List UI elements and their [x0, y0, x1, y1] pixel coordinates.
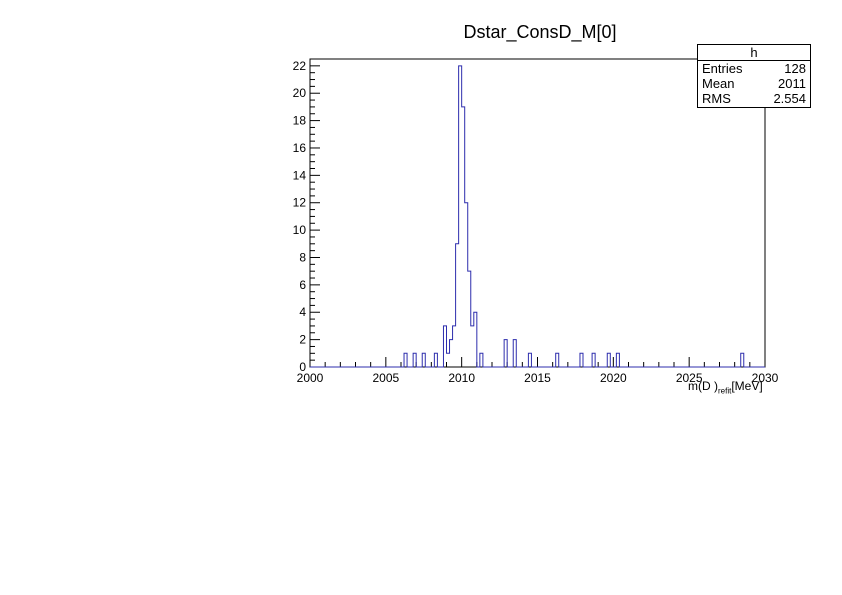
y-tick-label: 12: [293, 196, 307, 210]
histogram-bin: [471, 326, 474, 367]
x-axis-title-unit: [MeV]: [731, 379, 763, 393]
y-tick-label: 6: [299, 278, 306, 292]
x-tick-label: 2030: [752, 371, 779, 385]
y-tick-label: 2: [299, 333, 306, 347]
x-tick-label: 2015: [524, 371, 551, 385]
stats-mean-label: Mean: [702, 76, 735, 91]
y-tick-label: 14: [293, 168, 307, 182]
y-tick-label: 4: [299, 305, 306, 319]
stats-entries-label: Entries: [702, 61, 743, 76]
x-tick-label: 2005: [372, 371, 399, 385]
y-tick-label: 20: [293, 86, 307, 100]
stats-rms-row: RMS 2.554: [698, 91, 810, 106]
x-axis-title: m(D )refit[MeV]: [688, 379, 763, 395]
x-tick-label: 2025: [676, 371, 703, 385]
x-axis-title-subscript: refit: [718, 386, 732, 396]
y-tick-label: 0: [299, 360, 306, 374]
stats-box: h Entries 128 Mean 2011 RMS 2.554: [697, 44, 811, 108]
y-tick-label: 22: [293, 59, 307, 73]
y-tick-label: 8: [299, 250, 306, 264]
stats-rms-value: 2.554: [773, 91, 806, 106]
x-tick-label: 2000: [297, 371, 324, 385]
stats-box-name: h: [698, 45, 810, 61]
y-tick-label: 16: [293, 141, 307, 155]
x-tick-label: 2020: [600, 371, 627, 385]
stats-rms-label: RMS: [702, 91, 731, 106]
x-axis-title-main: m(D ): [688, 379, 718, 393]
stats-entries-value: 128: [784, 61, 806, 76]
chart-title: Dstar_ConsD_M[0]: [463, 22, 617, 42]
histogram-line: [310, 65, 765, 368]
x-tick-label: 2010: [448, 371, 475, 385]
y-tick-label: 18: [293, 114, 307, 128]
stats-mean-row: Mean 2011: [698, 76, 810, 91]
stats-entries-row: Entries 128: [698, 61, 810, 76]
y-tick-label: 10: [293, 223, 307, 237]
stats-mean-value: 2011: [778, 76, 806, 91]
axes: 0 2 4 6 8 10 12 14 16 18 20 22 2000 2005 2010 2015 2020 2…: [293, 58, 779, 385]
histogram-bin: [447, 353, 450, 367]
